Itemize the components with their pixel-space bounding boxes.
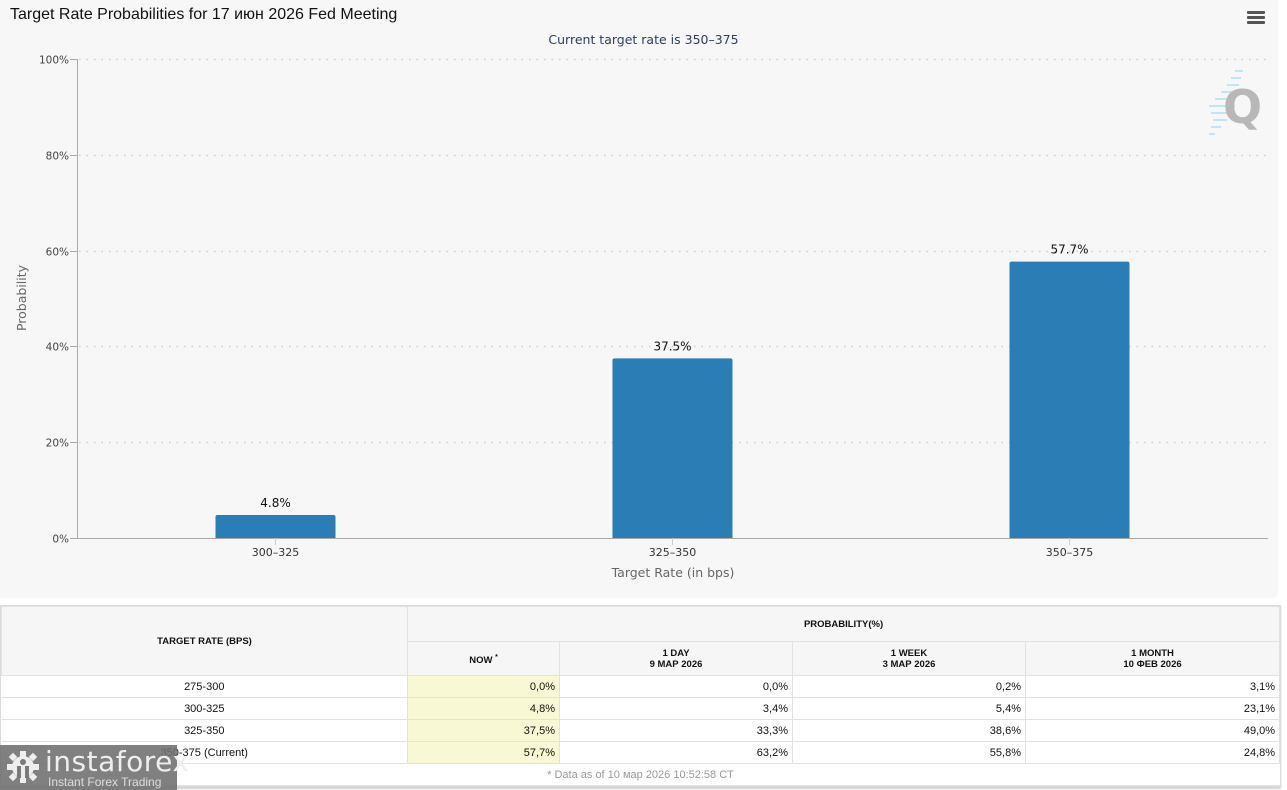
- one-day-cell: 0,0%: [559, 675, 793, 698]
- chart-subtitle: Current target rate is 350–375: [548, 32, 739, 47]
- bar-350–375[interactable]: [1009, 261, 1130, 538]
- header-1-day-date: 9 МАР 2026: [649, 658, 703, 670]
- data-label: 37.5%: [653, 339, 691, 353]
- header-1-month-date: 10 ФЕВ 2026: [1123, 658, 1182, 670]
- one-month-cell: 24,8%: [1025, 741, 1281, 764]
- x-tick-label: 300–325: [252, 546, 300, 559]
- header-1-week-label: 1 WEEK: [890, 647, 928, 659]
- header-now: NOW *: [407, 641, 560, 676]
- q-watermark-icon: Q: [1209, 70, 1262, 135]
- logo-tagline: Instant Forex Trading: [48, 775, 162, 789]
- data-timestamp-note: * Data as of 10 мар 2026 10:52:58 CT: [1, 763, 1280, 786]
- y-tick-label: 40%: [46, 342, 69, 354]
- bar-300–325[interactable]: [215, 515, 336, 538]
- header-1-day-label: 1 DAY: [662, 647, 690, 659]
- chart-svg: 0% 20% 40% 60% 80% 100% 4.8% 37.5% 57.7% 300–32…: [14, 55, 1268, 580]
- table-subheader-row: NOW * 1 DAY 9 МАР 2026 1 WEEK 3 МАР 2026 1…: [2, 641, 1281, 676]
- now-cell: 4,8%: [407, 697, 560, 720]
- data-labels: 4.8% 37.5% 57.7%: [260, 243, 1088, 510]
- header-1-day: 1 DAY 9 МАР 2026: [559, 641, 793, 676]
- data-label: 57.7%: [1050, 243, 1088, 257]
- x-axis-ticks: 300–325 325–350 350–375: [252, 538, 1094, 559]
- table-footer-row: * Data as of 10 мар 2026 10:52:58 CT: [1, 763, 1280, 786]
- header-1-month-label: 1 MONTH: [1131, 647, 1174, 659]
- one-week-cell: 38,6%: [792, 719, 1026, 742]
- header-probability: PROBABILITY(%): [406, 606, 1281, 642]
- header-now-label: NOW: [469, 654, 493, 666]
- table-row: 350-375 (Current) 57,7% 63,2% 55,8% 24,8…: [1, 741, 1281, 764]
- y-tick-label: 80%: [46, 151, 69, 163]
- table-row: 300-325 4,8% 3,4% 5,4% 23,1%: [1, 697, 1281, 720]
- y-tick-label: 20%: [46, 438, 69, 450]
- rate-cell: 325-350: [1, 719, 408, 742]
- one-day-cell: 3,4%: [559, 697, 793, 720]
- one-month-cell: 49,0%: [1025, 719, 1281, 742]
- header-1-month: 1 MONTH 10 ФЕВ 2026: [1024, 641, 1281, 676]
- probability-table: TARGET RATE (BPS) PROBABILITY(%) NOW * 1…: [1, 606, 1281, 786]
- now-cell: 57,7%: [407, 741, 560, 764]
- now-cell: 0,0%: [407, 675, 560, 698]
- chart-title: Target Rate Probabilities for 17 июн 202…: [10, 6, 398, 23]
- header-1-week-date: 3 МАР 2026: [882, 658, 936, 670]
- logo-name: instaforex: [45, 745, 190, 778]
- one-week-cell: 0,2%: [792, 675, 1026, 698]
- y-tick-label: 0%: [52, 534, 69, 546]
- table-row: 325-350 37,5% 33,3% 38,6% 49,0%: [1, 719, 1281, 742]
- y-axis-title: Probability: [14, 264, 29, 331]
- one-day-cell: 33,3%: [559, 719, 793, 742]
- now-cell: 37,5%: [407, 719, 560, 742]
- gear-person-icon: [7, 751, 39, 783]
- x-axis-title: Target Rate (in bps): [611, 565, 735, 580]
- data-label: 4.8%: [260, 496, 291, 510]
- y-tick-label: 100%: [39, 55, 69, 67]
- instaforex-logo[interactable]: instaforex Instant Forex Trading: [0, 745, 189, 790]
- hamburger-menu-icon: [1245, 11, 1267, 24]
- one-month-cell: 3,1%: [1025, 675, 1281, 698]
- x-tick-label: 350–375: [1046, 546, 1094, 559]
- y-axis-ticks: 0% 20% 40% 60% 80% 100%: [39, 55, 77, 546]
- x-tick-label: 325–350: [649, 546, 697, 559]
- svg-text:Q: Q: [1223, 80, 1262, 134]
- one-week-cell: 5,4%: [792, 697, 1026, 720]
- header-now-footnote-mark: *: [495, 653, 498, 661]
- table-row: 275-300 0,0% 0,0% 0,2% 3,1%: [1, 675, 1281, 698]
- chart-menu-button[interactable]: [1245, 10, 1267, 30]
- table-header-row: TARGET RATE (BPS) PROBABILITY(%): [1, 606, 1281, 676]
- one-month-cell: 23,1%: [1025, 697, 1281, 720]
- one-week-cell: 55,8%: [792, 741, 1026, 764]
- bar-325–350[interactable]: [612, 358, 733, 538]
- probability-table-container: TARGET RATE (BPS) PROBABILITY(%) NOW * 1…: [0, 605, 1281, 787]
- chart-panel: 0% 20% 40% 60% 80% 100% 4.8% 37.5% 57.7% 300–32…: [10, 6, 1268, 580]
- rate-cell: 275-300: [1, 675, 408, 698]
- header-1-week: 1 WEEK 3 МАР 2026: [792, 641, 1026, 676]
- one-day-cell: 63,2%: [559, 741, 793, 764]
- y-tick-label: 60%: [46, 247, 69, 259]
- bars: [215, 261, 1130, 538]
- header-target-rate: TARGET RATE (BPS): [1, 606, 408, 676]
- rate-cell: 300-325: [1, 697, 408, 720]
